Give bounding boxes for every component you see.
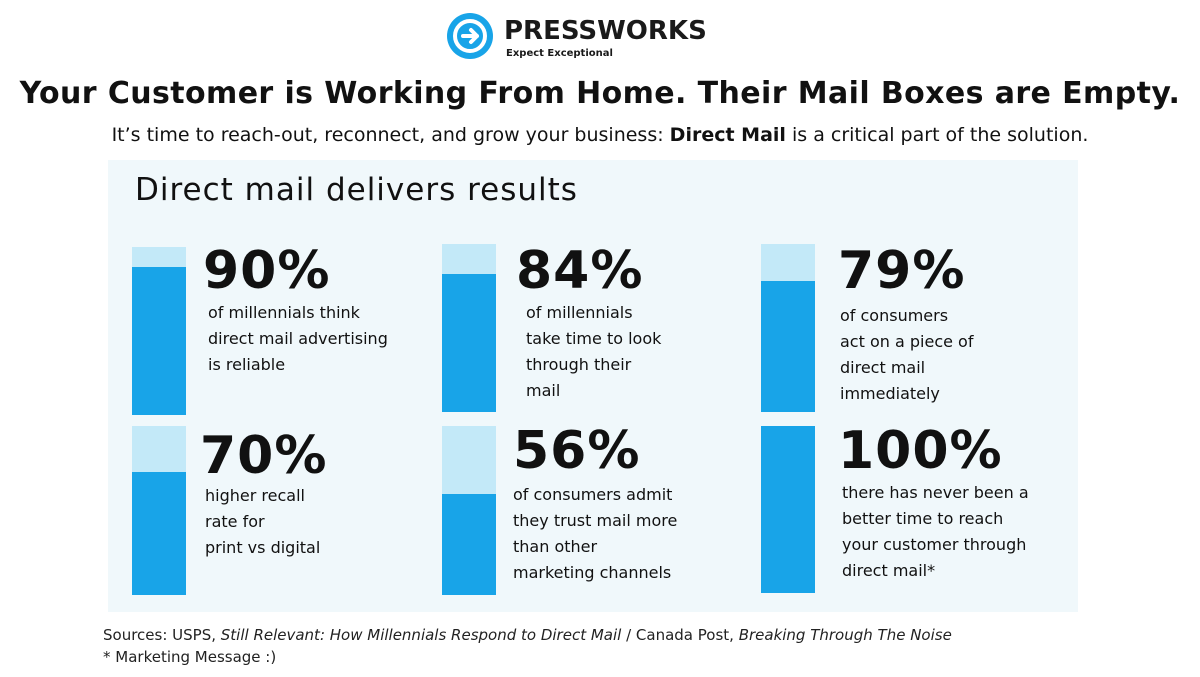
stat-description-line: better time to reach (842, 509, 1004, 528)
stat-value: 100% (838, 421, 1003, 481)
stat-description-line: there has never been a (842, 483, 1029, 502)
stat-bar (442, 244, 496, 412)
brand-logo: PRESSWORKS Expect Exceptional (446, 12, 707, 64)
headline: Your Customer is Working From Home. Thei… (19, 76, 1181, 111)
stat-description: of consumers admit they trust mail more … (513, 482, 677, 586)
subheadline-emphasis: Direct Mail (669, 124, 786, 146)
brand-name: PRESSWORKS (504, 16, 707, 46)
sources-footer: Sources: USPS, Still Relevant: How Mille… (103, 624, 952, 668)
stat-description-line: rate for (205, 512, 265, 531)
stat-description-line: of millennials (526, 303, 633, 322)
stat-description-line: of millennials think (208, 303, 360, 322)
stat-value: 70% (200, 426, 328, 486)
stat-description-line: than other (513, 537, 598, 556)
stat-description-line: direct mail* (842, 561, 936, 580)
stat-bar (761, 244, 815, 412)
stat-description-line: act on a piece of (840, 332, 974, 351)
stat-description-line: direct mail (840, 358, 926, 377)
stat-bar (761, 426, 815, 593)
stat-description-line: of consumers admit (513, 485, 673, 504)
stat-bar-fill (442, 274, 496, 412)
stat-bar-fill (442, 493, 496, 595)
stat-value: 90% (203, 241, 331, 301)
footnote: * Marketing Message :) (103, 648, 277, 666)
sources-separator: / Canada Post, (621, 626, 739, 644)
stat-description: of consumers act on a piece of direct ma… (840, 303, 973, 407)
sources-label: Sources: USPS, (103, 626, 221, 644)
stat-description-line: immediately (840, 384, 940, 403)
stat-description-line: is reliable (208, 355, 286, 374)
stat-description-line: take time to look (526, 329, 662, 348)
stat-description: of millennials take time to look through… (526, 300, 661, 404)
stat-description: of millennials think direct mail adverti… (208, 300, 388, 378)
stat-description-line: marketing channels (513, 563, 672, 582)
panel-title: Direct mail delivers results (135, 172, 578, 208)
subheadline-text-after: is a critical part of the solution. (785, 124, 1089, 146)
stat-bar-fill (132, 267, 186, 415)
stat-description-line: mail (526, 381, 561, 400)
stat-description-line: your customer through (842, 535, 1027, 554)
usps-source-title: Still Relevant: How Millennials Respond … (220, 626, 622, 644)
stat-description-line: of consumers (840, 306, 949, 325)
stat-description-line: print vs digital (205, 538, 321, 557)
stat-bar (132, 426, 186, 595)
stat-description-line: higher recall (205, 486, 305, 505)
stat-bar-fill (761, 280, 815, 412)
stat-bar (442, 426, 496, 595)
stat-value: 79% (838, 241, 966, 301)
stat-bar (132, 247, 186, 415)
stat-description: higher recall rate for print vs digital (205, 483, 320, 561)
brand-tagline: Expect Exceptional (506, 48, 613, 59)
stat-description-line: they trust mail more (513, 511, 678, 530)
stat-description-line: direct mail advertising (208, 329, 388, 348)
stat-value: 84% (516, 241, 644, 301)
stat-description: there has never been a better time to re… (842, 480, 1029, 584)
subheadline: It’s time to reach-out, reconnect, and g… (0, 124, 1200, 146)
stat-value: 56% (513, 421, 641, 481)
sources-line: Sources: USPS, Still Relevant: How Mille… (103, 624, 952, 646)
stat-bar-fill (132, 471, 186, 595)
subheadline-text-before: It’s time to reach-out, reconnect, and g… (111, 124, 670, 146)
stat-bar-fill (761, 426, 815, 593)
canada-post-source-title: Breaking Through The Noise (738, 626, 952, 644)
pressworks-logo-icon (447, 13, 493, 59)
results-panel (108, 160, 1078, 612)
stat-description-line: through their (526, 355, 632, 374)
